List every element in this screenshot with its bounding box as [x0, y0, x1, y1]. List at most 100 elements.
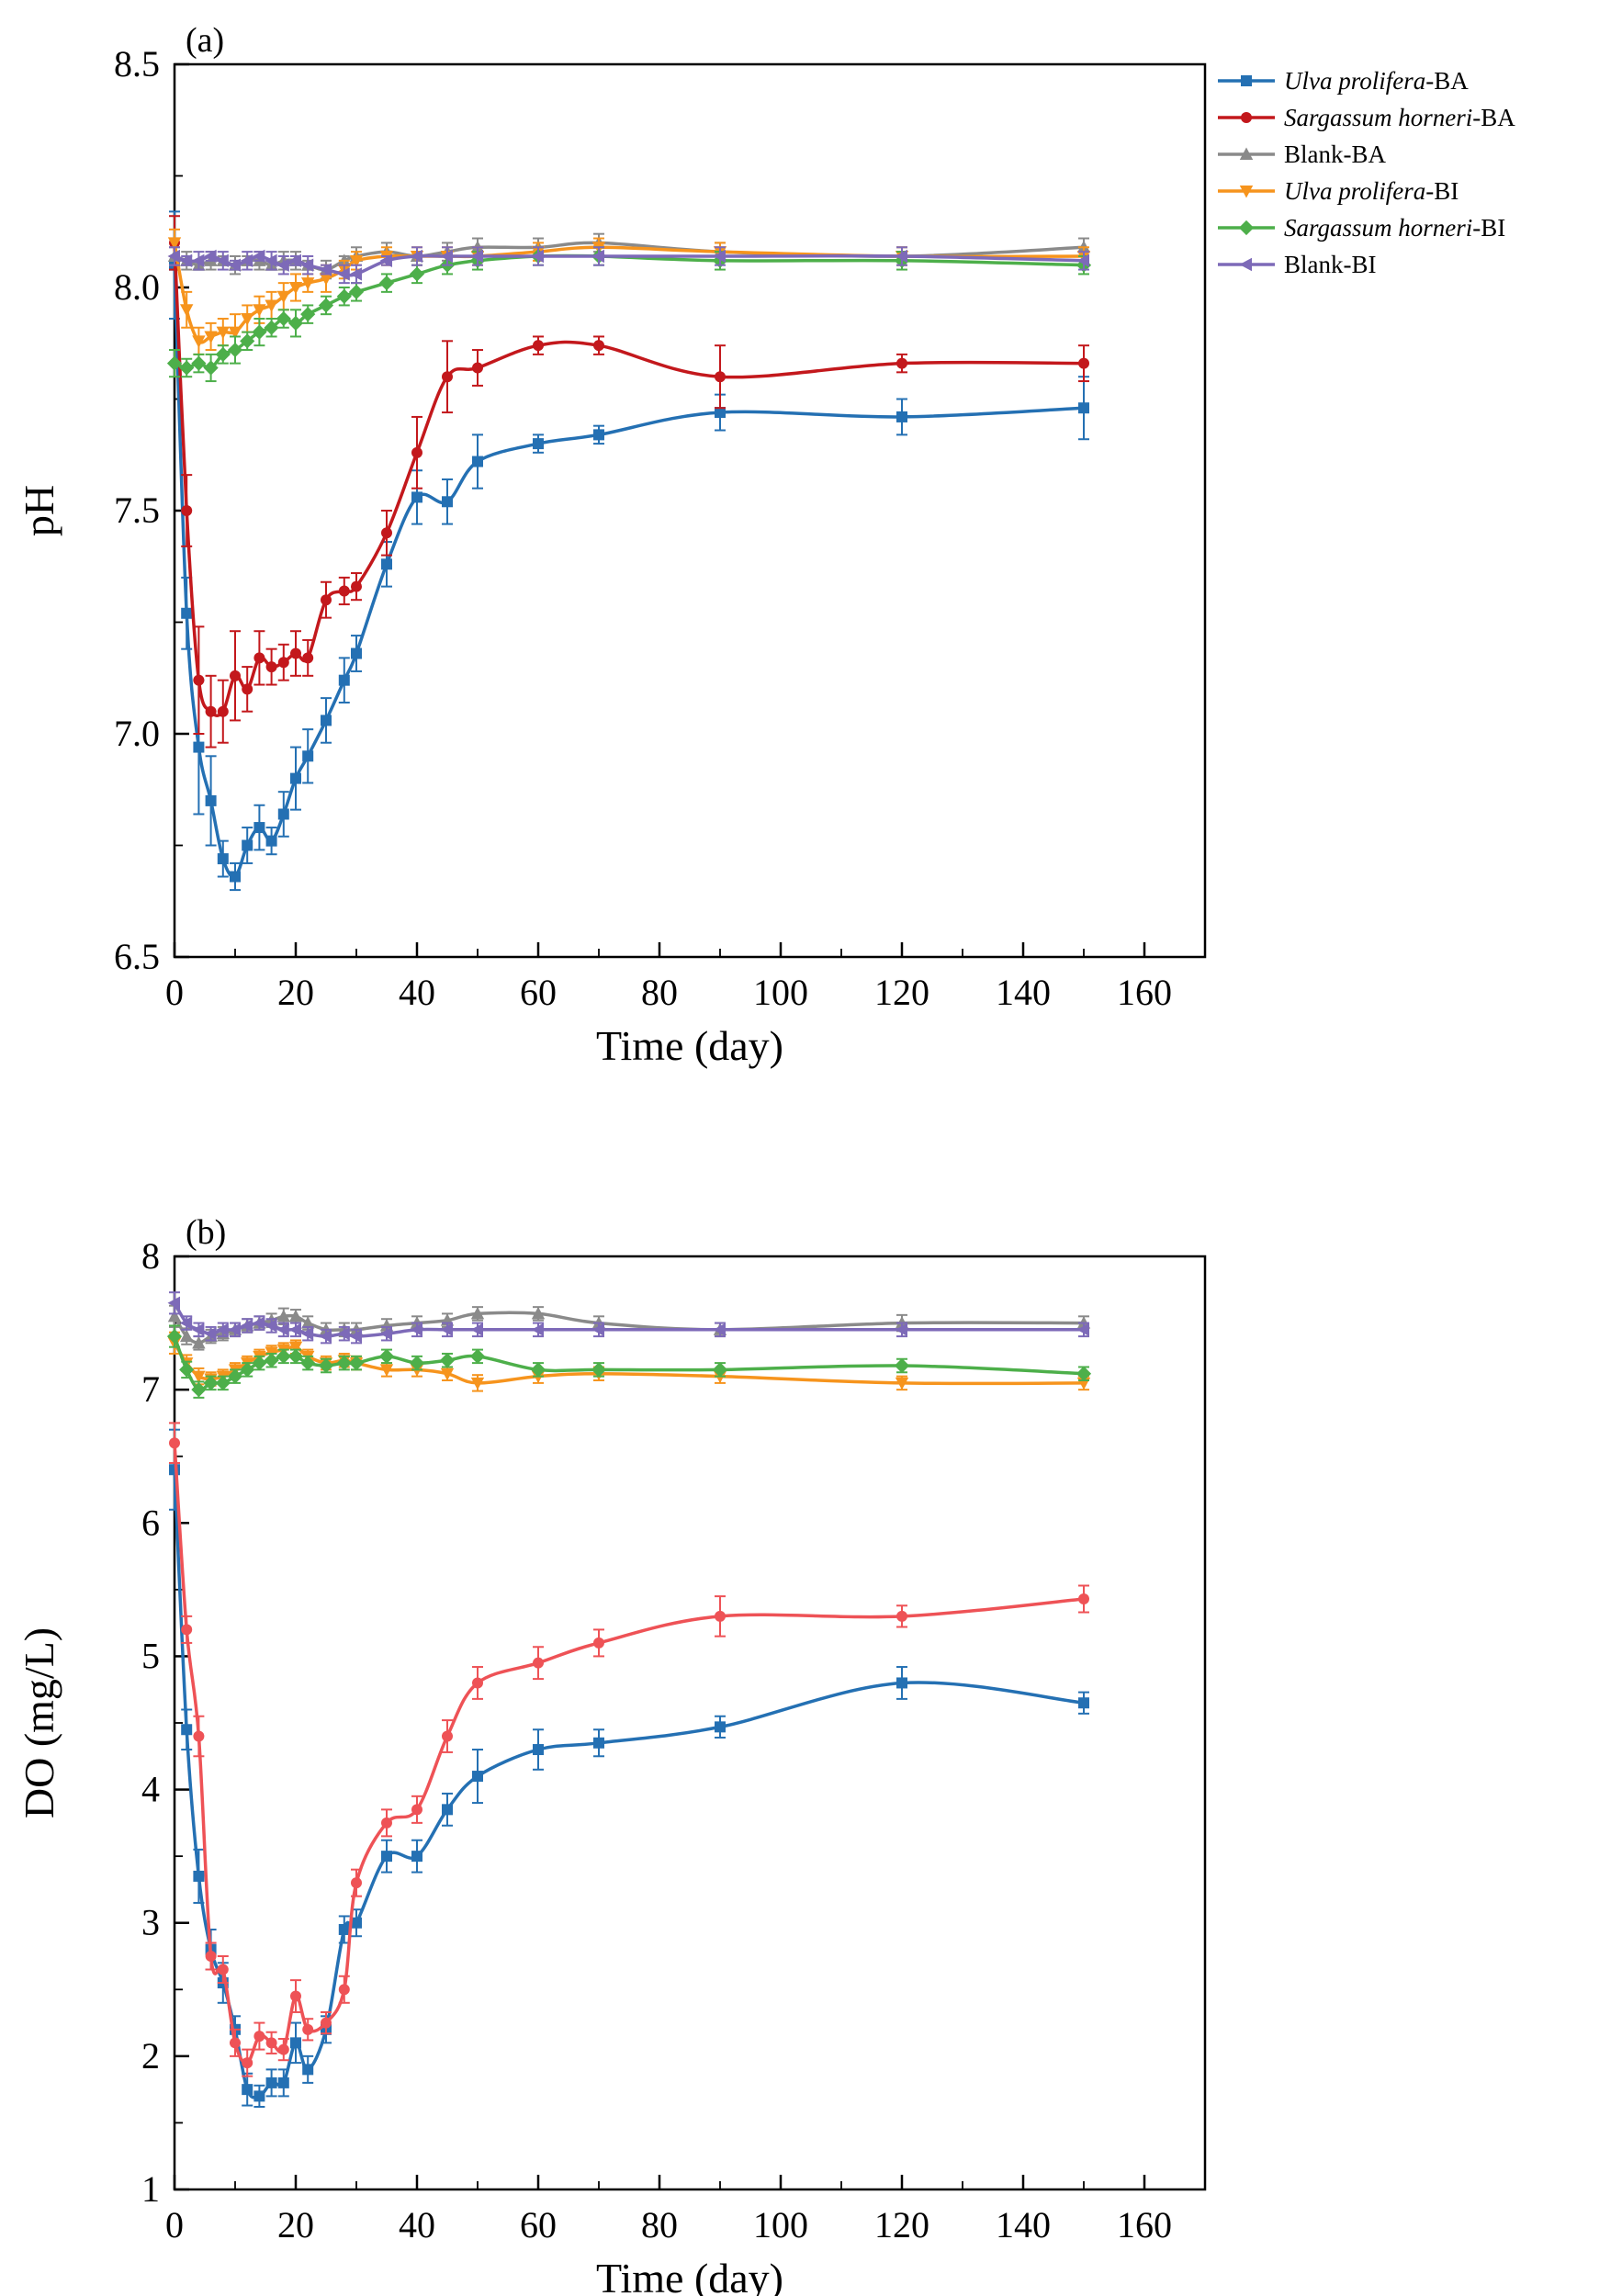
series-marker-sargassum-horneri-ba — [253, 2031, 265, 2043]
legend-item-sargassum-horneri-ba: Sargassum horneri-BA — [1218, 104, 1515, 131]
series-marker-sargassum-horneri-ba — [242, 683, 253, 695]
series-marker-ulva-prolifera-ba — [265, 835, 277, 847]
series-marker-sargassum-horneri-bi — [252, 324, 267, 340]
series-marker-blank-bi — [379, 1326, 392, 1341]
series-marker-ulva-prolifera-ba — [472, 1771, 483, 1783]
series-marker-blank-bi — [349, 1329, 362, 1344]
series-marker-sargassum-horneri-ba — [277, 2043, 289, 2055]
legend-marker-ulva-prolifera-ba — [1241, 75, 1252, 86]
series-marker-sargassum-horneri-ba — [593, 340, 604, 352]
series-ulva-prolifera-ba — [169, 1428, 1089, 2109]
series-marker-blank-ba — [288, 1309, 303, 1322]
series-marker-ulva-prolifera-ba — [302, 2064, 314, 2076]
y-tick-label: 7.5 — [114, 490, 160, 531]
series-marker-ulva-prolifera-ba — [277, 808, 289, 820]
series-marker-blank-ba — [531, 1306, 546, 1320]
series-marker-sargassum-horneri-ba — [381, 527, 392, 539]
series-marker-ulva-prolifera-ba — [230, 871, 241, 883]
y-tick-label: 8 — [141, 1235, 160, 1277]
series-marker-sargassum-horneri-ba — [230, 2037, 241, 2049]
series-marker-sargassum-horneri-ba — [242, 2057, 253, 2069]
y-tick-label: 6.5 — [114, 936, 160, 977]
series-marker-sargassum-horneri-bi — [166, 1328, 183, 1345]
x-tick-label: 160 — [1117, 972, 1172, 1013]
series-marker-blank-bi — [240, 253, 253, 268]
series-marker-ulva-prolifera-ba — [533, 1744, 544, 1756]
series-marker-blank-bi — [191, 253, 205, 268]
series-marker-blank-bi — [410, 1322, 422, 1337]
series-marker-ulva-prolifera-ba — [472, 456, 483, 467]
series-marker-ulva-prolifera-ba — [253, 822, 265, 834]
series-marker-blank-bi — [167, 249, 180, 264]
series-marker-ulva-prolifera-bi — [204, 331, 218, 343]
x-tick-label: 60 — [520, 972, 557, 1013]
series-marker-sargassum-horneri-bi — [179, 360, 195, 376]
series-marker-sargassum-horneri-bi — [348, 1356, 365, 1371]
series-marker-sargassum-horneri-ba — [1078, 1593, 1089, 1605]
panel-letter: (b) — [186, 1213, 226, 1252]
series-marker-blank-bi — [216, 1322, 229, 1337]
series-marker-ulva-prolifera-bi — [349, 254, 364, 268]
series-marker-blank-ba — [276, 1309, 290, 1322]
series-marker-ulva-prolifera-ba — [193, 1870, 205, 1882]
series-marker-sargassum-horneri-bi — [378, 1348, 395, 1364]
series-marker-blank-bi — [713, 249, 726, 264]
series-marker-ulva-prolifera-bi — [288, 282, 303, 295]
series-marker-sargassum-horneri-ba — [302, 652, 314, 664]
x-axis-label: Time (day) — [596, 2255, 783, 2296]
plot-frame — [173, 1255, 1207, 2191]
series-marker-sargassum-horneri-ba — [193, 674, 205, 686]
series-marker-blank-bi — [204, 249, 217, 264]
y-tick-label: 5 — [141, 1635, 160, 1676]
legend-marker-blank-bi — [1239, 257, 1252, 272]
series-marker-ulva-prolifera-bi — [241, 313, 254, 326]
series-sargassum-horneri-ba — [169, 1422, 1089, 2077]
legend-item-ulva-prolifera-bi: Ulva prolifera-BI — [1218, 177, 1459, 205]
series-marker-ulva-prolifera-bi — [470, 1377, 485, 1390]
panel-letter: (a) — [186, 21, 224, 60]
series-marker-sargassum-horneri-bi — [318, 1357, 334, 1374]
series-marker-sargassum-horneri-bi — [894, 1357, 910, 1374]
series-marker-sargassum-horneri-ba — [593, 1637, 604, 1649]
series-marker-ulva-prolifera-ba — [442, 1804, 453, 1816]
series-marker-ulva-prolifera-ba — [896, 1677, 907, 1689]
series-marker-sargassum-horneri-ba — [442, 1730, 453, 1742]
series-marker-blank-bi — [895, 1322, 907, 1337]
series-marker-ulva-prolifera-bi — [228, 326, 242, 340]
series-blank-bi — [167, 246, 1089, 285]
series-marker-ulva-prolifera-ba — [205, 794, 217, 806]
series-marker-blank-bi — [713, 1322, 726, 1337]
series-marker-ulva-prolifera-ba — [253, 2090, 265, 2102]
series-marker-ulva-prolifera-ba — [381, 558, 392, 570]
series-marker-sargassum-horneri-ba — [896, 357, 907, 369]
series-marker-sargassum-horneri-bi — [336, 1356, 352, 1371]
series-marker-blank-bi — [240, 1319, 253, 1333]
series-marker-ulva-prolifera-ba — [896, 411, 907, 422]
series-marker-ulva-prolifera-bi — [167, 237, 182, 250]
series-marker-ulva-prolifera-bi — [895, 1377, 909, 1390]
series-marker-blank-ba — [301, 1316, 315, 1329]
series-marker-blank-bi — [216, 253, 229, 268]
x-tick-label: 100 — [753, 2204, 808, 2245]
series-marker-sargassum-horneri-ba — [265, 661, 277, 673]
series-blank-bi — [167, 1291, 1089, 1345]
series-marker-ulva-prolifera-ba — [411, 491, 422, 503]
series-marker-sargassum-horneri-bi — [469, 1348, 486, 1364]
series-marker-blank-bi — [895, 249, 907, 264]
legend-item-blank-bi: Blank-BI — [1218, 251, 1377, 278]
series-marker-ulva-prolifera-bi — [216, 326, 230, 340]
series-marker-blank-ba — [180, 1329, 194, 1343]
series-marker-blank-bi — [591, 1322, 604, 1337]
series-marker-blank-bi — [252, 1316, 265, 1330]
series-marker-ulva-prolifera-ba — [302, 750, 314, 762]
series-marker-ulva-prolifera-ba — [533, 438, 544, 450]
series-marker-sargassum-horneri-ba — [181, 1624, 193, 1636]
series-marker-blank-bi — [1076, 1322, 1089, 1337]
series-marker-sargassum-horneri-bi — [409, 1356, 425, 1371]
series-marker-sargassum-horneri-ba — [533, 1657, 544, 1669]
y-tick-label: 6 — [141, 1502, 160, 1543]
series-marker-sargassum-horneri-bi — [287, 1348, 304, 1364]
series-marker-blank-bi — [410, 249, 422, 264]
series-marker-sargassum-horneri-ba — [715, 1610, 726, 1622]
